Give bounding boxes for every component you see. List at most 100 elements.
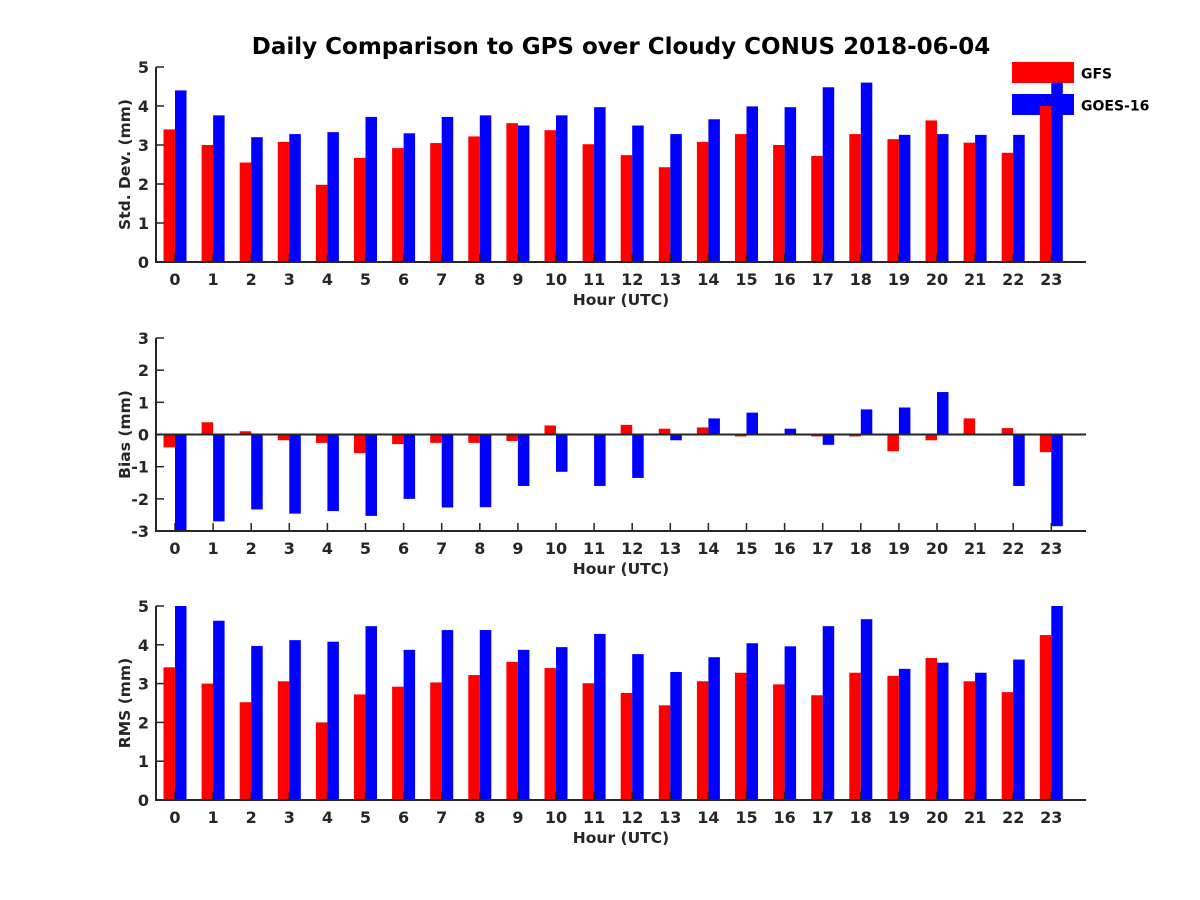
rms-bar-goes16-11 — [594, 633, 606, 800]
std-dev-xtick-label: 15 — [735, 270, 757, 289]
rms-bar-gfs-19 — [887, 675, 899, 800]
std-dev-bar-goes16-11 — [594, 107, 606, 262]
bias-xtick-label: 1 — [208, 539, 219, 558]
bias-xtick-label: 15 — [735, 539, 757, 558]
std-dev-bar-goes16-3 — [289, 134, 301, 262]
std-dev-xtick-label: 21 — [964, 270, 986, 289]
bias-ytick-label: 0 — [138, 426, 149, 445]
std-dev-xtick-label: 12 — [621, 270, 643, 289]
std-dev-ytick-label: 2 — [138, 175, 149, 194]
rms-xtick-label: 20 — [926, 808, 948, 827]
rms-xtick-label: 13 — [659, 808, 681, 827]
std-dev-xtick-label: 17 — [812, 270, 834, 289]
rms-bar-goes16-5 — [365, 626, 377, 800]
bias-xtick-label: 0 — [169, 539, 180, 558]
rms-ytick-label: 2 — [138, 713, 149, 732]
bias-bar-goes16-10 — [556, 434, 568, 472]
bias-bar-gfs-6 — [392, 434, 404, 445]
bias-xtick-label: 13 — [659, 539, 681, 558]
bias-bar-goes16-9 — [517, 434, 530, 486]
bias-xtick-label: 23 — [1040, 539, 1062, 558]
bias-bar-gfs-3 — [277, 434, 290, 441]
std-dev-xtick-label: 18 — [850, 270, 872, 289]
bias-bar-gfs-22 — [1001, 428, 1014, 435]
bias-xlabel: Hour (UTC) — [573, 560, 669, 578]
bias-ytick-label: -3 — [131, 522, 149, 541]
bias-bar-goes16-19 — [898, 407, 911, 435]
bias-bar-goes16-11 — [594, 434, 606, 486]
bias-bar-goes16-22 — [1013, 434, 1025, 486]
rms-xtick-label: 22 — [1002, 808, 1024, 827]
std-dev-ytick-label: 4 — [138, 97, 149, 116]
std-dev-bar-goes16-16 — [784, 107, 797, 262]
std-dev-bar-goes16-2 — [251, 137, 263, 262]
bias-xtick-label: 8 — [474, 539, 485, 558]
rms-xtick-label: 23 — [1040, 808, 1062, 827]
bias-bar-gfs-7 — [430, 434, 442, 443]
rms-ytick-label: 5 — [138, 597, 149, 616]
rms-bar-goes16-18 — [860, 619, 873, 800]
rms-bar-goes16-15 — [746, 643, 758, 800]
rms-bar-gfs-6 — [392, 686, 404, 800]
rms-bar-gfs-16 — [773, 684, 785, 800]
bias-bar-goes16-4 — [327, 434, 339, 512]
bias-bar-goes16-14 — [708, 418, 720, 435]
rms-xtick-label: 18 — [850, 808, 872, 827]
rms-bar-gfs-12 — [620, 692, 633, 800]
bias-bar-goes16-20 — [937, 392, 949, 435]
std-dev-xtick-label: 9 — [512, 270, 523, 289]
bias-xtick-label: 16 — [773, 539, 795, 558]
rms-bar-goes16-9 — [517, 649, 530, 800]
std-dev-bar-goes16-21 — [975, 134, 987, 262]
bias-bar-goes16-23 — [1051, 434, 1063, 527]
bias-xtick-label: 2 — [246, 539, 257, 558]
std-dev-bar-goes16-1 — [213, 115, 225, 262]
std-dev-bar-goes16-10 — [556, 115, 568, 262]
std-dev-bar-gfs-21 — [963, 142, 976, 262]
rms-ytick-label: 3 — [138, 675, 149, 694]
rms-bar-goes16-22 — [1013, 659, 1025, 800]
bias-bar-goes16-6 — [403, 434, 416, 499]
rms-xtick-label: 16 — [773, 808, 795, 827]
rms-bar-goes16-21 — [975, 672, 987, 800]
std-dev-bar-gfs-5 — [354, 157, 366, 262]
std-dev-xtick-label: 23 — [1040, 270, 1062, 289]
std-dev-bar-gfs-14 — [696, 141, 709, 262]
std-dev-xtick-label: 5 — [360, 270, 371, 289]
std-dev-bar-gfs-11 — [582, 144, 595, 262]
bias-xtick-label: 20 — [926, 539, 948, 558]
std-dev-xtick-label: 8 — [474, 270, 485, 289]
std-dev-ytick-label: 3 — [138, 136, 149, 155]
bias-xtick-label: 11 — [583, 539, 605, 558]
bias-xtick-label: 4 — [322, 539, 333, 558]
rms-bar-goes16-3 — [289, 640, 301, 800]
bias-bar-gfs-23 — [1039, 434, 1052, 453]
rms-bar-gfs-20 — [925, 657, 937, 800]
std-dev-xtick-label: 0 — [169, 270, 180, 289]
rms-xlabel: Hour (UTC) — [573, 829, 669, 847]
bias-bar-gfs-14 — [696, 427, 709, 435]
std-dev-xtick-label: 16 — [773, 270, 795, 289]
std-dev-bar-gfs-3 — [277, 141, 290, 262]
rms-bar-gfs-21 — [963, 681, 976, 800]
legend-label-goes16: GOES-16 — [1081, 99, 1149, 115]
legend: GFS GOES-16 — [1012, 62, 1149, 115]
std-dev-bar-gfs-19 — [887, 139, 899, 262]
rms-bar-gfs-22 — [1001, 692, 1014, 800]
std-dev-bar-goes16-0 — [175, 90, 187, 263]
rms-bar-goes16-8 — [479, 630, 492, 800]
bias-bar-gfs-21 — [963, 418, 976, 435]
rms-xtick-label: 15 — [735, 808, 757, 827]
rms-bar-gfs-5 — [354, 694, 366, 800]
std-dev-bar-gfs-16 — [773, 145, 785, 262]
bias-ytick-label: 3 — [138, 329, 149, 348]
std-dev-bar-goes16-12 — [632, 125, 644, 262]
rms-bar-gfs-9 — [506, 661, 518, 800]
std-dev-bar-gfs-6 — [392, 148, 404, 262]
std-dev-xtick-label: 10 — [545, 270, 567, 289]
std-dev-bar-gfs-18 — [849, 134, 861, 262]
rms-xtick-label: 4 — [322, 808, 333, 827]
rms-bar-goes16-23 — [1051, 606, 1063, 800]
std-dev-xtick-label: 3 — [284, 270, 295, 289]
rms-bar-gfs-13 — [658, 705, 671, 800]
